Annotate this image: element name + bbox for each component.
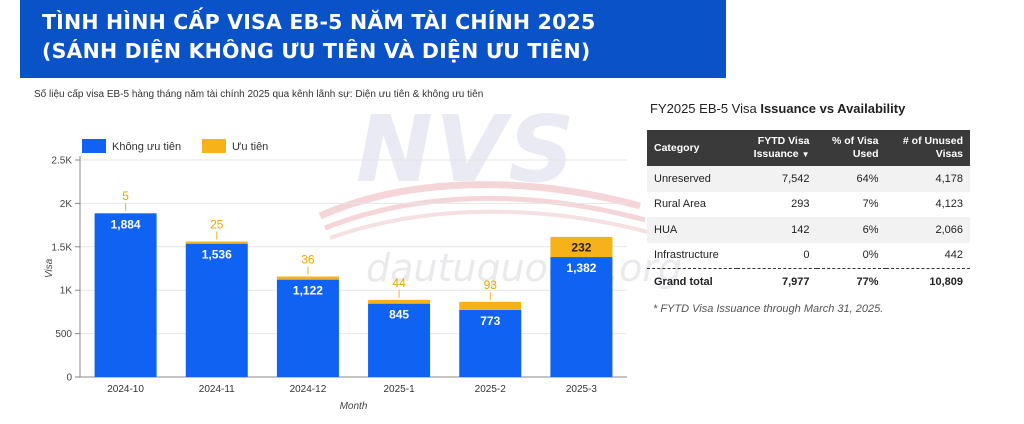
page-title-line-2: (SÁNH DIỆN KHÔNG ƯU TIÊN VÀ DIỆN ƯU TIÊN… bbox=[42, 39, 591, 63]
total-category: Grand total bbox=[647, 268, 737, 295]
cell-category: Unreserved bbox=[647, 166, 737, 192]
col-header-category[interactable]: Category bbox=[647, 130, 737, 166]
data-label: 36 bbox=[301, 252, 315, 266]
data-label: 93 bbox=[484, 278, 498, 292]
data-label: 773 bbox=[480, 314, 500, 328]
bar-ưu-tiên bbox=[185, 241, 248, 244]
y-tick-label: 2K bbox=[60, 199, 73, 210]
table-row: Infrastructure 0 0% 442 bbox=[647, 243, 970, 269]
cell-pct: 7% bbox=[862, 198, 879, 211]
bar-không-ưu-tiên bbox=[459, 309, 522, 377]
y-axis-title: Visa bbox=[44, 258, 55, 278]
cell-unused: 4,178 bbox=[885, 166, 970, 192]
x-tick-label: 2025-2 bbox=[475, 384, 507, 395]
table-header-row: Category FYTD Visa Issuance ▼ % of Visa Use… bbox=[647, 130, 970, 166]
page-title-line-1: TÌNH HÌNH CẤP VISA EB-5 NĂM TÀI CHÍNH 20… bbox=[42, 10, 596, 34]
y-tick-label: 500 bbox=[55, 329, 72, 340]
x-tick-label: 2024-11 bbox=[199, 384, 235, 395]
legend-swatch bbox=[202, 139, 226, 153]
bar-ưu-tiên bbox=[368, 299, 431, 304]
table-row: Unreserved 7,542 64% 4,178 bbox=[647, 166, 970, 192]
chart-subtitle: Số liệu cấp visa EB-5 hàng tháng năm tài… bbox=[34, 89, 484, 100]
legend-label: Không ưu tiên bbox=[112, 141, 181, 153]
data-label: 232 bbox=[571, 240, 591, 254]
col-header-unused-line-2: Visas bbox=[935, 148, 963, 160]
bar-ưu-tiên bbox=[550, 236, 613, 258]
bar-ưu-tiên bbox=[94, 213, 157, 214]
cell-unused: 2,066 bbox=[885, 217, 970, 243]
data-label: 1,122 bbox=[293, 284, 323, 298]
y-tick-label: 0 bbox=[66, 373, 72, 384]
cell-issuance: 142 bbox=[736, 217, 817, 243]
cell-pct: 64% bbox=[816, 166, 886, 192]
bar-không-ưu-tiên bbox=[94, 213, 157, 377]
x-axis-title: Month bbox=[340, 401, 368, 412]
cell-unused: 442 bbox=[944, 249, 963, 262]
visa-table: Category FYTD Visa Issuance ▼ % of Visa Use… bbox=[647, 130, 970, 295]
table-title-bold: Issuance vs Availability bbox=[760, 101, 906, 116]
bar-chart: 0 500 1K 1.5K 2K 2.5K 1,884 5 2024-10 1,536 25 2024… bbox=[44, 139, 627, 412]
col-header-issuance-line-2: Issuance bbox=[753, 148, 799, 160]
title-banner: TÌNH HÌNH CẤP VISA EB-5 NĂM TÀI CHÍNH 20… bbox=[20, 0, 726, 78]
x-tick-label: 2024-12 bbox=[290, 384, 327, 395]
table-footnote: * FYTD Visa Issuance through March 31, 2… bbox=[653, 303, 884, 315]
table-row: HUA 142 6% 2,066 bbox=[647, 217, 970, 243]
data-label: 5 bbox=[122, 189, 129, 203]
data-label: 1,536 bbox=[202, 248, 232, 262]
cell-issuance: 0 bbox=[803, 249, 810, 262]
cell-pct: 6% bbox=[816, 217, 886, 243]
table-title-prefix: FY2025 EB-5 Visa bbox=[650, 101, 761, 116]
y-tick-label: 1K bbox=[60, 286, 73, 297]
col-header-issuance-line-1: FYTD Visa bbox=[757, 135, 810, 147]
bar-không-ưu-tiên bbox=[550, 257, 613, 377]
y-tick-label: 2.5K bbox=[51, 156, 72, 167]
col-header-issuance[interactable]: FYTD Visa Issuance ▼ bbox=[736, 130, 817, 166]
cell-unused: 4,123 bbox=[935, 198, 963, 211]
legend-label: Ưu tiên bbox=[232, 141, 268, 153]
total-unused: 10,809 bbox=[885, 268, 970, 295]
cell-pct: 0% bbox=[862, 249, 879, 262]
cell-issuance: 293 bbox=[791, 198, 810, 211]
col-header-pct[interactable]: % of Visa Used bbox=[816, 130, 886, 166]
bar-không-ưu-tiên bbox=[276, 279, 339, 377]
legend-swatch bbox=[82, 139, 106, 153]
bar-ưu-tiên bbox=[459, 301, 522, 310]
bar-không-ưu-tiên bbox=[185, 243, 248, 377]
total-issuance: 7,977 bbox=[736, 268, 817, 295]
cell-issuance: 7,542 bbox=[736, 166, 817, 192]
col-header-pct-line-2: Used bbox=[852, 148, 879, 160]
cell-category: Rural Area bbox=[654, 198, 706, 211]
col-header-category-label: Category bbox=[654, 141, 700, 154]
data-label: 845 bbox=[389, 308, 409, 322]
bar-không-ưu-tiên bbox=[368, 303, 431, 377]
col-header-unused-line-1: # of Unused bbox=[902, 135, 963, 147]
col-header-unused[interactable]: # of Unused Visas bbox=[885, 130, 970, 166]
bar-ưu-tiên bbox=[276, 276, 339, 280]
table-title: FY2025 EB-5 Visa Issuance vs Availabilit… bbox=[650, 101, 905, 116]
x-tick-label: 2025-1 bbox=[384, 384, 416, 395]
data-label: 44 bbox=[392, 276, 406, 290]
x-tick-label: 2024-10 bbox=[107, 384, 144, 395]
data-label: 1,884 bbox=[111, 217, 141, 231]
data-label: 1,382 bbox=[566, 261, 596, 275]
total-pct: 77% bbox=[816, 268, 886, 295]
y-tick-label: 1.5K bbox=[51, 242, 72, 253]
cell-category: Infrastructure bbox=[654, 249, 719, 262]
table-row: Rural Area 293 7% 4,123 bbox=[647, 192, 970, 218]
x-tick-label: 2025-3 bbox=[566, 384, 598, 395]
sort-desc-icon[interactable]: ▼ bbox=[801, 150, 810, 159]
data-label: 25 bbox=[210, 218, 224, 232]
cell-category: HUA bbox=[647, 217, 737, 243]
table-total-row: Grand total 7,977 77% 10,809 bbox=[647, 268, 970, 295]
col-header-pct-line-1: % of Visa bbox=[832, 135, 879, 147]
